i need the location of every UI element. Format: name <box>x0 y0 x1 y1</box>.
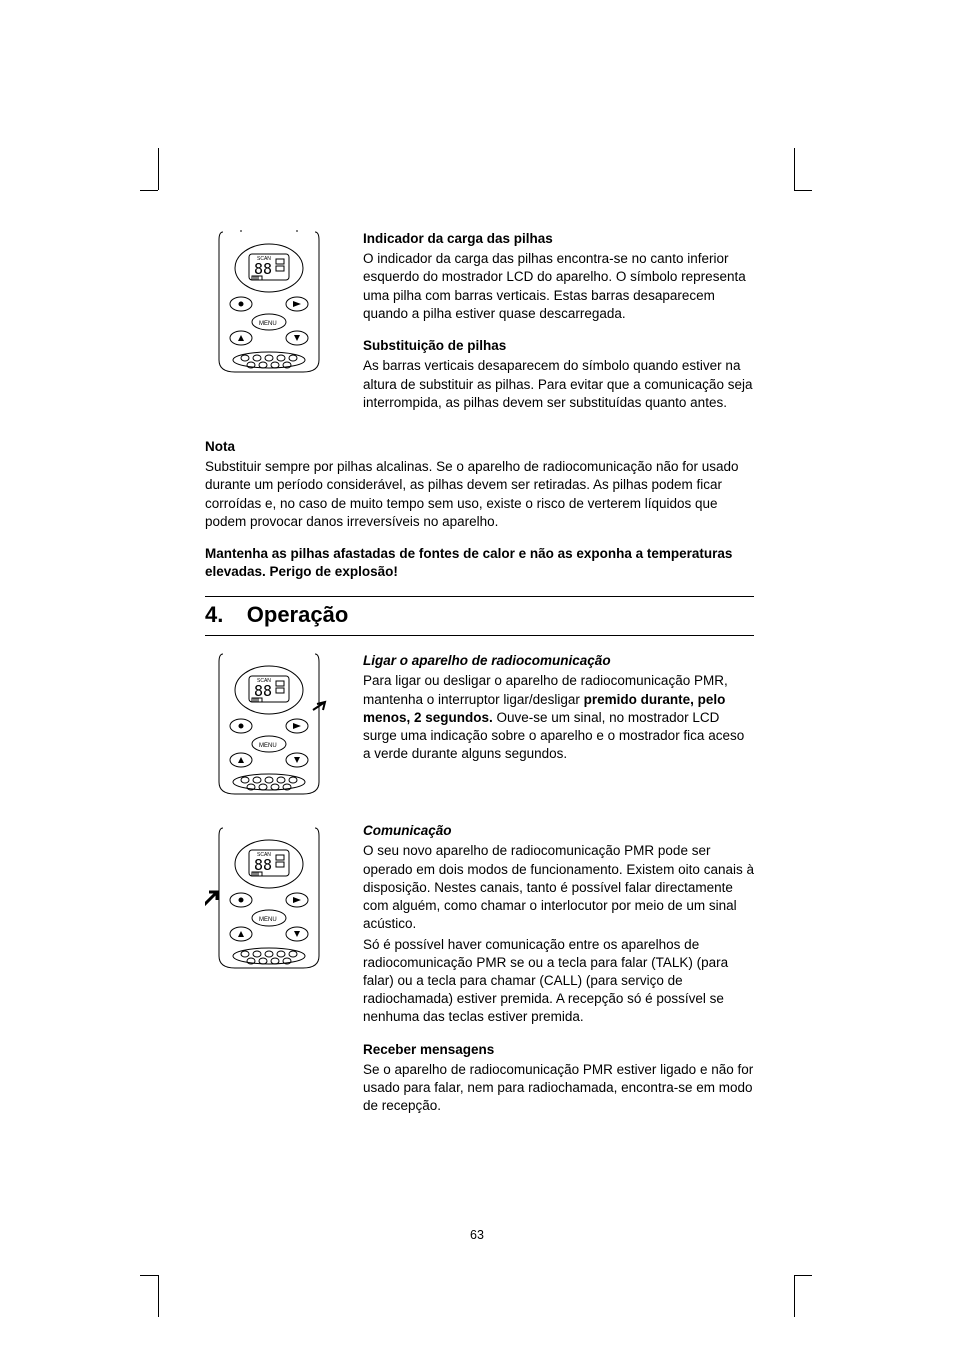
para-battery-replace: As barras verticais desaparecem do símbo… <box>363 357 754 412</box>
section-battery-row: SCAN 88 MENU <box>205 230 754 426</box>
radio-illustration: SCAN 88 MENU <box>205 230 333 378</box>
crop-mark <box>794 1275 795 1317</box>
para-warning: Mantenha as pilhas afastadas de fontes d… <box>205 545 754 581</box>
svg-text:88: 88 <box>254 856 272 874</box>
para-receive: Se o aparelho de radiocomunicação PMR es… <box>363 1061 754 1116</box>
radio-illustration: SCAN 88 MENU <box>205 652 333 810</box>
section-comm-row: SCAN 88 MENU <box>205 822 754 1129</box>
crop-mark <box>158 148 159 190</box>
section-title: Operação <box>247 602 349 627</box>
figure-radio-battery: SCAN 88 MENU <box>205 230 345 426</box>
svg-text:MENU: MENU <box>259 743 277 749</box>
crop-mark <box>158 1275 159 1317</box>
menu-label: MENU <box>259 321 277 327</box>
svg-text:MENU: MENU <box>259 917 277 923</box>
para-nota: Substituir sempre por pilhas alcalinas. … <box>205 458 754 531</box>
section-number: 4. <box>205 600 243 630</box>
heading-power-on: Ligar o aparelho de radiocomunicação <box>363 652 754 670</box>
crop-mark <box>140 190 158 191</box>
para-comm-2: Só é possível haver comunicação entre os… <box>363 936 754 1027</box>
heading-communication: Comunicação <box>363 822 754 840</box>
page-number: 63 <box>0 1227 954 1244</box>
svg-text:88: 88 <box>254 682 272 700</box>
crop-mark <box>794 1275 812 1276</box>
crop-mark <box>794 148 795 190</box>
heading-nota: Nota <box>205 438 754 456</box>
digits: 88 <box>254 260 272 278</box>
power-text: Ligar o aparelho de radiocomunicação Par… <box>363 652 754 810</box>
crop-mark <box>794 190 812 191</box>
page: SCAN 88 MENU <box>0 0 954 1350</box>
heading-receive: Receber mensagens <box>363 1041 754 1059</box>
para-comm-1: O seu novo aparelho de radiocomunicação … <box>363 842 754 933</box>
figure-radio-power: SCAN 88 MENU <box>205 652 345 810</box>
crop-mark <box>140 1275 158 1276</box>
comm-text: Comunicação O seu novo aparelho de radio… <box>363 822 754 1129</box>
heading-battery-replace: Substituição de pilhas <box>363 337 754 355</box>
heading-battery-indicator: Indicador da carga das pilhas <box>363 230 754 248</box>
section-header: 4. Operação <box>205 596 754 637</box>
figure-radio-comm: SCAN 88 MENU <box>205 822 345 1129</box>
para-power-on: Para ligar ou desligar o aparelho de rad… <box>363 672 754 763</box>
section-power-row: SCAN 88 MENU <box>205 652 754 810</box>
radio-illustration: SCAN 88 MENU <box>205 822 333 986</box>
battery-text: Indicador da carga das pilhas O indicado… <box>363 230 754 426</box>
para-battery-indicator: O indicador da carga das pilhas encontra… <box>363 250 754 323</box>
